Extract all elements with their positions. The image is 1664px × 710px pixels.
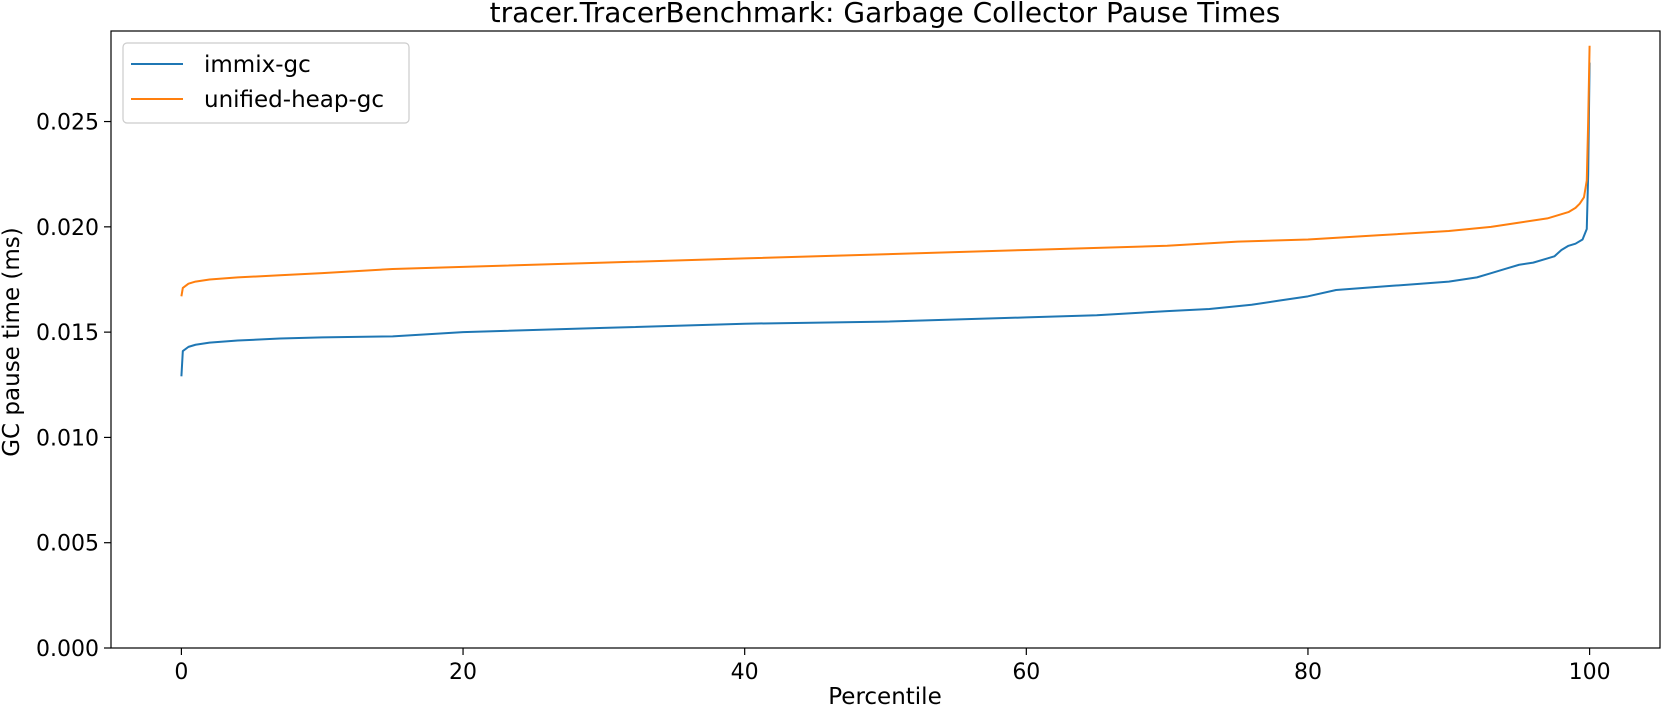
chart-title: tracer.TracerBenchmark: Garbage Collecto…	[490, 0, 1281, 29]
x-tick-label: 40	[731, 660, 759, 685]
y-tick-label: 0.015	[36, 321, 99, 346]
y-tick-label: 0.010	[36, 426, 99, 451]
x-axis-label: Percentile	[828, 684, 941, 710]
x-tick-label: 20	[449, 660, 477, 685]
y-axis-ticks: 0.000 0.005 0.010 0.015 0.020 0.025	[36, 111, 111, 662]
legend-label-immix-gc: immix-gc	[204, 52, 311, 78]
y-tick-label: 0.000	[36, 637, 99, 662]
y-tick-label: 0.005	[36, 532, 99, 557]
x-tick-label: 100	[1569, 660, 1611, 685]
y-tick-label: 0.020	[36, 216, 99, 241]
series-line-immix-gc	[180, 62, 1591, 377]
x-tick-label: 0	[174, 660, 188, 685]
series-line-unified-heap-gc	[180, 45, 1591, 297]
series-layer	[180, 45, 1591, 377]
x-tick-label: 60	[1012, 660, 1040, 685]
plot-area-frame	[110, 30, 1661, 649]
legend-label-unified-heap-gc: unified-heap-gc	[204, 87, 384, 113]
legend: immix-gc unified-heap-gc	[122, 42, 410, 124]
x-axis-ticks: 0 20 40 60 80 100	[174, 648, 1611, 685]
legend-box	[122, 42, 410, 124]
x-tick-label: 80	[1294, 660, 1322, 685]
y-tick-label: 0.025	[36, 111, 99, 136]
y-axis-label: GC pause time (ms)	[0, 227, 25, 457]
